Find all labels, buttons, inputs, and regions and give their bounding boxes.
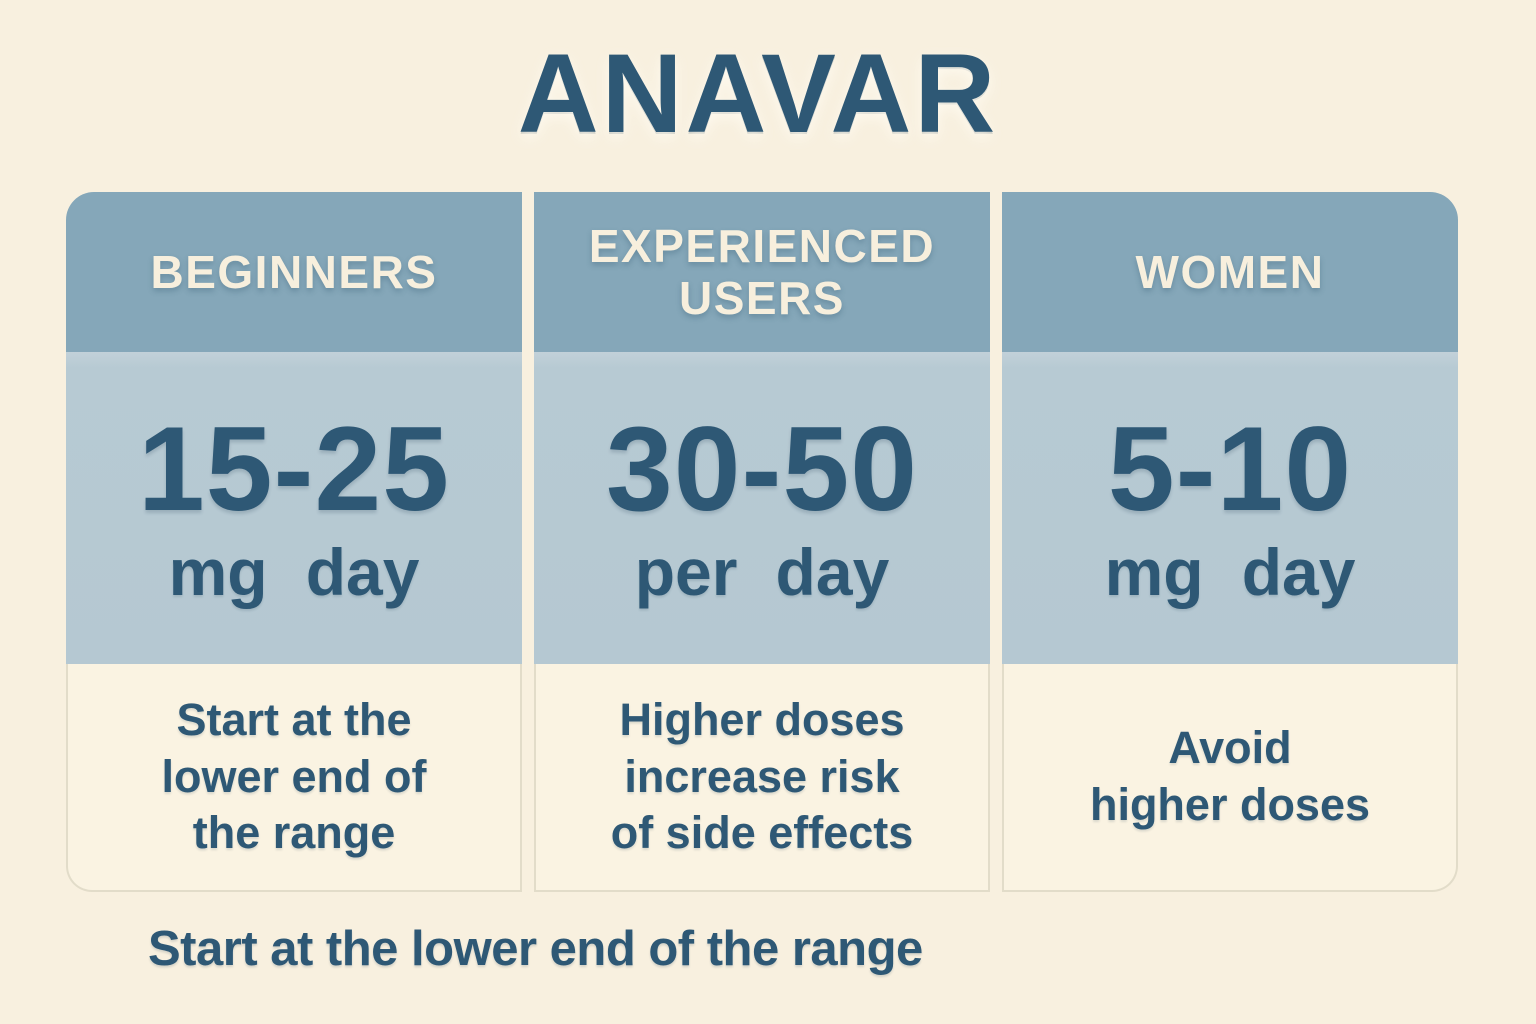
dosage-table: BEGINNERS 15-25 mg day Start at the lowe… (66, 192, 1458, 892)
note-experienced-users: Higher doses increase risk of side effec… (534, 664, 990, 892)
dose-cell-experienced-users: 30-50 per day (534, 352, 990, 664)
dose-value-beginners: 15-25 (138, 401, 450, 536)
column-experienced-users: EXPERIENCED USERS 30-50 per day Higher d… (534, 192, 990, 892)
page-title: ANAVAR (517, 31, 999, 156)
dose-value-experienced-users: 30-50 (606, 401, 918, 536)
note-beginners: Start at the lower end of the range (66, 664, 522, 892)
dose-value-women: 5-10 (1107, 401, 1353, 536)
dose-unit-women: mg day (1104, 534, 1356, 609)
column-beginners: BEGINNERS 15-25 mg day Start at the lowe… (66, 192, 522, 892)
column-header-women: WOMEN (1002, 192, 1458, 352)
dose-unit-experienced-users: per day (634, 534, 890, 609)
dose-cell-women: 5-10 mg day (1002, 352, 1458, 664)
dose-cell-beginners: 15-25 mg day (66, 352, 522, 664)
dose-unit-beginners: mg day (168, 534, 420, 609)
column-header-beginners: BEGINNERS (66, 192, 522, 352)
note-women: Avoid higher doses (1002, 664, 1458, 892)
column-women: WOMEN 5-10 mg day Avoid higher doses (1002, 192, 1458, 892)
column-header-experienced-users: EXPERIENCED USERS (534, 192, 990, 352)
footnote: Start at the lower end of the range (148, 922, 923, 976)
